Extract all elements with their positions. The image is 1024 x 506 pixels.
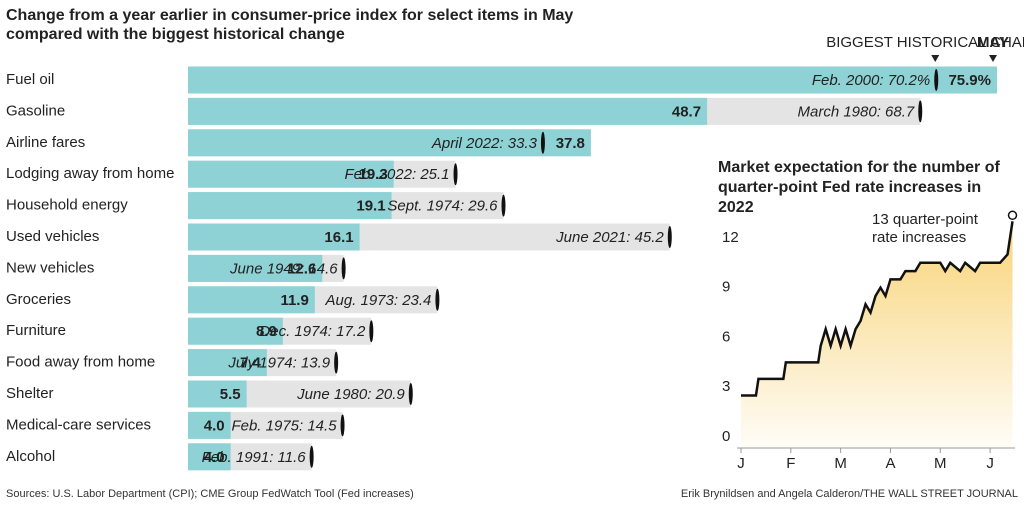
may-label: 48.7	[672, 103, 701, 120]
historical-label: Feb. 2022: 25.1	[344, 166, 449, 183]
end-point	[1007, 210, 1018, 221]
may-bar	[188, 66, 997, 94]
category-label: New vehicles	[6, 259, 94, 276]
historical-marker	[501, 194, 506, 217]
may-bar	[188, 160, 394, 188]
historical-marker	[435, 288, 440, 311]
may-bar	[188, 349, 267, 377]
category-label: Household energy	[6, 197, 128, 214]
historical-marker	[918, 100, 923, 123]
x-tick-label: M	[834, 455, 847, 472]
category-label: Gasoline	[6, 102, 65, 119]
legend-pointer	[931, 55, 940, 62]
y-tick-label: 6	[722, 328, 730, 345]
historical-label: Sept. 1974: 29.6	[387, 198, 498, 215]
legend-historical: BIGGEST HISTORICAL CHANGE	[826, 34, 1024, 51]
may-label: 16.1	[324, 229, 353, 246]
may-label: 4.0	[204, 449, 225, 466]
historical-marker	[341, 257, 346, 280]
legend-may: MAY	[977, 34, 1009, 51]
x-tick-label: F	[786, 455, 795, 472]
y-tick-label: 3	[722, 378, 730, 395]
may-bar	[188, 97, 708, 125]
historical-label: June 2021: 45.2	[555, 229, 664, 246]
historical-marker	[540, 131, 545, 154]
historical-label: Feb. 2000: 70.2%	[812, 72, 930, 89]
line-chart-title: Market expectation for the number of qua…	[718, 159, 1000, 216]
category-label: Alcohol	[6, 448, 55, 465]
historical-label: Aug. 1973: 23.4	[324, 292, 431, 309]
historical-marker	[667, 226, 672, 248]
bar-chart-title: Change from a year earlier in consumer-p…	[6, 7, 574, 43]
may-label: 4.0	[204, 417, 225, 434]
may-label: 12.6	[287, 260, 316, 277]
may-bar	[188, 411, 231, 439]
may-bar	[188, 192, 392, 220]
may-label: 37.8	[556, 135, 585, 152]
may-label: 5.5	[220, 386, 241, 403]
legend-pointer	[989, 55, 997, 62]
historical-label: April 2022: 33.3	[431, 135, 538, 152]
historical-label: June 1980: 20.9	[296, 386, 405, 403]
may-label: 7.4	[240, 355, 262, 372]
historical-label: June 1949: 14.6	[229, 260, 338, 277]
may-bar	[188, 254, 323, 282]
may-label: 19.3	[359, 166, 388, 183]
historical-label: July 1974: 13.9	[227, 355, 330, 372]
historical-label: Feb. 1975: 14.5	[231, 417, 337, 434]
historical-label: March 1980: 68.7	[798, 103, 915, 120]
historical-marker	[334, 351, 339, 374]
historical-marker	[934, 69, 939, 91]
x-tick-label: A	[885, 455, 895, 472]
annotation: 13 quarter-point rate increases	[872, 211, 978, 246]
area	[741, 221, 1013, 448]
x-tick-label: J	[986, 455, 994, 472]
credit: Erik Brynildsen and Angela Calderon/THE …	[680, 488, 1018, 500]
x-tick-label: M	[934, 455, 947, 472]
may-bar	[188, 129, 591, 157]
may-label: 75.9%	[948, 72, 991, 89]
may-bar	[188, 286, 315, 314]
may-bar	[188, 443, 231, 471]
historical-label: Dec. 1974: 17.2	[259, 323, 366, 340]
category-label: Furniture	[6, 322, 66, 339]
category-label: Lodging away from home	[6, 165, 174, 182]
historical-marker	[340, 414, 345, 437]
category-label: Food away from home	[6, 354, 155, 371]
category-label: Airline fares	[6, 134, 85, 151]
may-bar	[188, 223, 360, 251]
line	[741, 221, 1014, 397]
source: Sources: U.S. Labor Department (CPI); CM…	[6, 488, 414, 500]
may-bar	[188, 317, 283, 345]
y-tick-label: 12	[722, 229, 739, 246]
y-tick-label: 0	[722, 428, 730, 445]
historical-label: Feb. 1991: 11.6	[202, 449, 307, 466]
category-label: Groceries	[6, 291, 71, 308]
historical-marker	[309, 445, 314, 468]
may-label: 8.9	[256, 323, 277, 340]
historical-marker	[369, 320, 374, 343]
historical-marker	[408, 383, 413, 405]
category-label: Used vehicles	[6, 228, 99, 245]
y-tick-label: 9	[722, 279, 730, 296]
historical-marker	[453, 163, 458, 186]
may-label: 11.9	[280, 292, 308, 309]
may-label: 19.1	[356, 198, 385, 215]
category-label: Shelter	[6, 385, 54, 402]
may-bar	[188, 380, 247, 408]
category-label: Medical-care services	[6, 416, 151, 433]
x-tick-label: J	[737, 455, 745, 472]
category-label: Fuel oil	[6, 71, 54, 88]
